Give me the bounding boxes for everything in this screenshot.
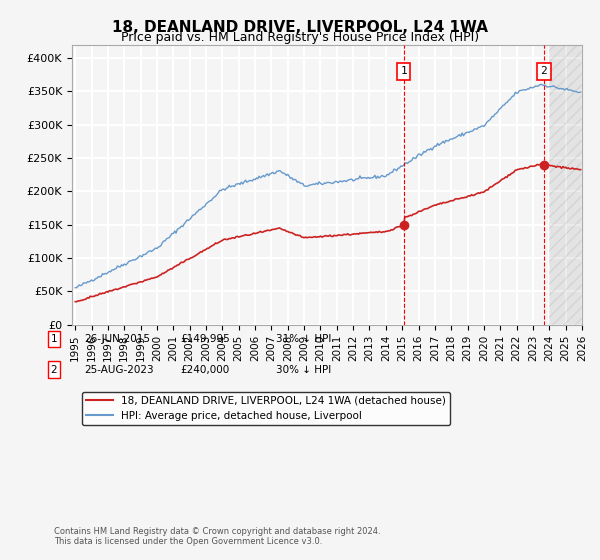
Text: 1: 1	[400, 67, 407, 77]
Text: 26-JUN-2015: 26-JUN-2015	[84, 334, 150, 344]
Text: 1: 1	[50, 334, 58, 344]
Legend: 18, DEANLAND DRIVE, LIVERPOOL, L24 1WA (detached house), HPI: Average price, det: 18, DEANLAND DRIVE, LIVERPOOL, L24 1WA (…	[82, 391, 450, 425]
Bar	[550, 45, 582, 325]
Text: 30% ↓ HPI: 30% ↓ HPI	[276, 365, 331, 375]
Text: £149,995: £149,995	[180, 334, 230, 344]
Text: 31% ↓ HPI: 31% ↓ HPI	[276, 334, 331, 344]
Text: 18, DEANLAND DRIVE, LIVERPOOL, L24 1WA: 18, DEANLAND DRIVE, LIVERPOOL, L24 1WA	[112, 20, 488, 35]
Text: 2: 2	[50, 365, 58, 375]
Text: Price paid vs. HM Land Registry's House Price Index (HPI): Price paid vs. HM Land Registry's House …	[121, 31, 479, 44]
Text: 25-AUG-2023: 25-AUG-2023	[84, 365, 154, 375]
Text: £240,000: £240,000	[180, 365, 229, 375]
Text: 2: 2	[541, 67, 547, 77]
Text: Contains HM Land Registry data © Crown copyright and database right 2024.
This d: Contains HM Land Registry data © Crown c…	[54, 526, 380, 546]
